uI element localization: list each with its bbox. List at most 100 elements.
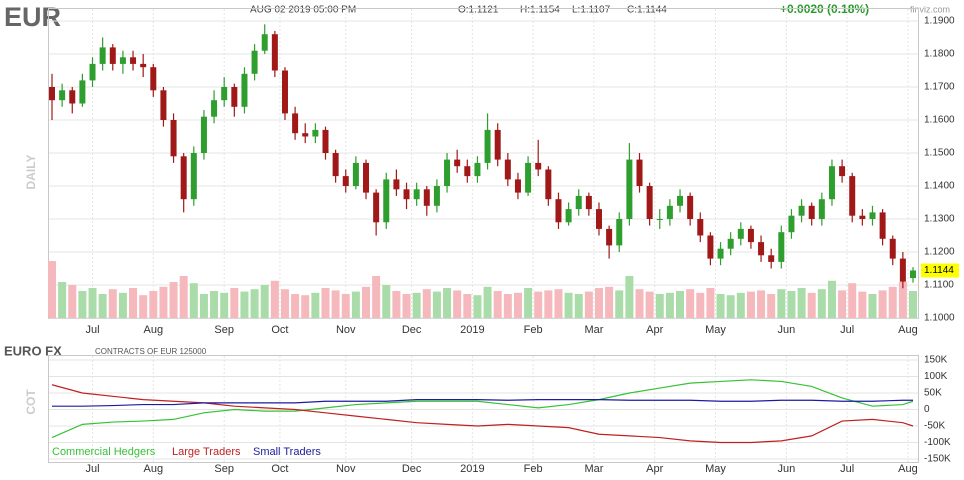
volume-bar <box>473 295 482 318</box>
candle-body <box>444 159 451 186</box>
volume-bar <box>291 294 300 318</box>
x-tick-label: Oct <box>271 463 288 475</box>
candle-body <box>616 219 623 246</box>
volume-bar <box>78 291 87 318</box>
candle-body <box>859 215 866 219</box>
candle-body <box>251 50 258 74</box>
candle-body <box>606 228 613 246</box>
volume-bar <box>888 286 897 318</box>
volume-bar <box>645 291 654 318</box>
volume-bar <box>736 292 745 318</box>
y-tick-label: -150K <box>924 454 951 465</box>
volume-bar <box>746 291 755 318</box>
candle-body <box>778 232 785 262</box>
volume-bar <box>777 289 786 318</box>
candle-body <box>565 209 572 223</box>
candle-body <box>514 179 521 193</box>
volume-bar <box>311 292 320 318</box>
candle-body <box>899 258 906 282</box>
candle-body <box>737 228 744 239</box>
candle-body <box>636 159 643 186</box>
candle-body <box>231 87 238 107</box>
candle-body <box>49 87 55 101</box>
high: H:1.1154 <box>520 5 560 16</box>
candle-body <box>910 270 916 279</box>
volume-bar <box>372 276 381 318</box>
candle-body <box>808 205 815 219</box>
y-tick-label: 0 <box>924 404 930 415</box>
last-price-label: 1.1144 <box>924 265 954 276</box>
x-tick-label: Apr <box>646 324 663 336</box>
x-tick-label: Jun <box>778 324 796 336</box>
candle-body <box>697 219 704 236</box>
x-tick-label: 2019 <box>460 324 484 336</box>
candle-body <box>758 242 765 256</box>
volume-bar <box>878 290 887 318</box>
y-tick-label: 100K <box>924 371 948 382</box>
candle-body <box>342 176 349 186</box>
candle-body <box>423 189 430 206</box>
x-tick-label: Jun <box>778 463 796 475</box>
period: DAILY <box>24 155 38 190</box>
candle-body <box>383 179 390 223</box>
volume-bar <box>767 294 776 318</box>
cot-line <box>51 379 914 439</box>
volume-bar <box>351 291 360 318</box>
volume-bar <box>58 282 67 318</box>
volume-bar <box>848 283 857 318</box>
volume-bar <box>321 288 330 318</box>
volume-bar <box>463 294 472 318</box>
volume-bar <box>838 290 847 318</box>
x-tick-label: Feb <box>524 324 543 336</box>
volume-bar <box>706 288 715 318</box>
volume-bar <box>118 292 127 318</box>
volume-bar <box>574 294 583 318</box>
brand: finviz.com <box>910 4 950 14</box>
candle-body <box>180 156 187 200</box>
candle-body <box>484 129 491 163</box>
candle-body <box>504 159 511 180</box>
cot-label: COT <box>24 389 38 415</box>
y-tick-label: 1.1600 <box>924 115 955 126</box>
volume-bar <box>443 288 452 318</box>
volume-bar <box>513 292 522 318</box>
candle-body <box>292 113 299 134</box>
volume-bar <box>807 292 816 318</box>
y-tick-label: 1.1500 <box>924 148 955 159</box>
volume-bar <box>240 291 249 318</box>
x-tick-label: Nov <box>336 324 356 336</box>
volume-bar <box>392 291 401 318</box>
volume-bar <box>280 289 289 318</box>
volume-bar <box>524 288 533 318</box>
volume-bar <box>210 291 219 318</box>
volume-bar <box>665 292 674 318</box>
y-tick-label: 1.1100 <box>924 280 954 291</box>
volume-bar <box>453 290 462 318</box>
candle-body <box>747 228 754 243</box>
x-tick-label: Dec <box>402 324 422 336</box>
volume-bar <box>909 291 917 318</box>
volume-bar <box>686 289 695 318</box>
x-tick-label: Sep <box>214 463 234 475</box>
candle-body <box>474 162 481 177</box>
volume-bar <box>635 289 644 318</box>
price-frame <box>48 8 919 319</box>
volume-bar <box>68 285 77 318</box>
candle-body <box>79 80 86 104</box>
volume-bar <box>625 276 634 318</box>
candle-body <box>798 205 805 216</box>
x-tick-label: Aug <box>144 324 164 336</box>
x-tick-label: Aug <box>898 463 918 475</box>
candle-body <box>768 255 775 262</box>
volume-bar <box>554 289 563 318</box>
x-tick-label: Dec <box>402 463 422 475</box>
candle-body <box>211 100 218 117</box>
volume-bar <box>655 294 664 318</box>
volume-bar <box>88 288 97 318</box>
volume-bar <box>230 288 239 318</box>
y-tick-label: -50K <box>924 421 945 432</box>
volume-bar <box>432 291 441 318</box>
candle-body <box>119 57 126 64</box>
volume-bar <box>159 286 168 318</box>
